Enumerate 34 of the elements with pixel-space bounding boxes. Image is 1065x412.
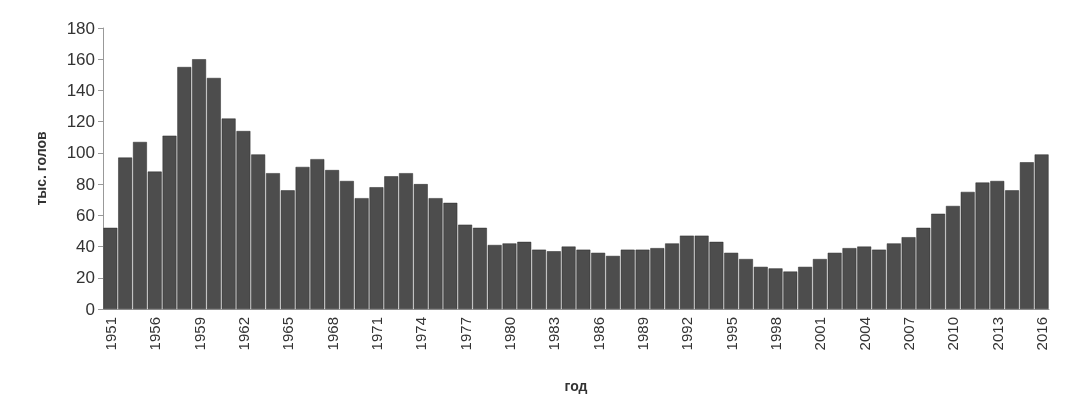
x-tick-label: 1968 <box>323 317 341 351</box>
y-tick-label: 0 <box>85 299 95 319</box>
x-tick-label: 1974 <box>412 317 430 351</box>
x-tick-label: 2004 <box>855 317 873 351</box>
y-tick-label: 20 <box>76 268 95 288</box>
x-tick-label: 1986 <box>589 317 607 351</box>
y-tick-label: 100 <box>66 143 95 163</box>
x-tick-label: 1965 <box>279 317 297 351</box>
x-tick-label: 2016 <box>1033 317 1051 351</box>
y-tick-label: 60 <box>76 205 95 225</box>
y-tick-label: 120 <box>66 112 95 132</box>
y-axis-title: тыс. голов <box>33 131 49 206</box>
x-tick-label: 1971 <box>367 317 385 351</box>
x-tick-label: 1977 <box>456 317 474 351</box>
y-tick-label: 140 <box>66 80 95 100</box>
x-tick-label: 1980 <box>500 317 518 351</box>
x-tick-label: 2010 <box>944 317 962 351</box>
x-tick-label: 1983 <box>545 317 563 351</box>
x-tick-label: 2001 <box>811 317 829 351</box>
x-tick-label: 1995 <box>722 317 740 351</box>
x-tick-label: 2007 <box>900 317 918 351</box>
y-tick-label: 80 <box>76 174 95 194</box>
y-tick-label: 180 <box>66 18 95 38</box>
x-tick-label: 1962 <box>234 317 252 351</box>
x-tick-label: 1989 <box>634 317 652 351</box>
y-tick-label: 40 <box>76 237 95 257</box>
x-tick-label: 2013 <box>988 317 1006 351</box>
x-tick-label: 1998 <box>767 317 785 351</box>
x-tick-label: 1956 <box>146 317 164 351</box>
x-tick-label: 1951 <box>101 317 119 351</box>
x-tick-label: 1959 <box>190 317 208 351</box>
y-tick-label: 160 <box>66 49 95 69</box>
x-axis-title: год <box>564 378 588 394</box>
x-tick-label: 1992 <box>678 317 696 351</box>
